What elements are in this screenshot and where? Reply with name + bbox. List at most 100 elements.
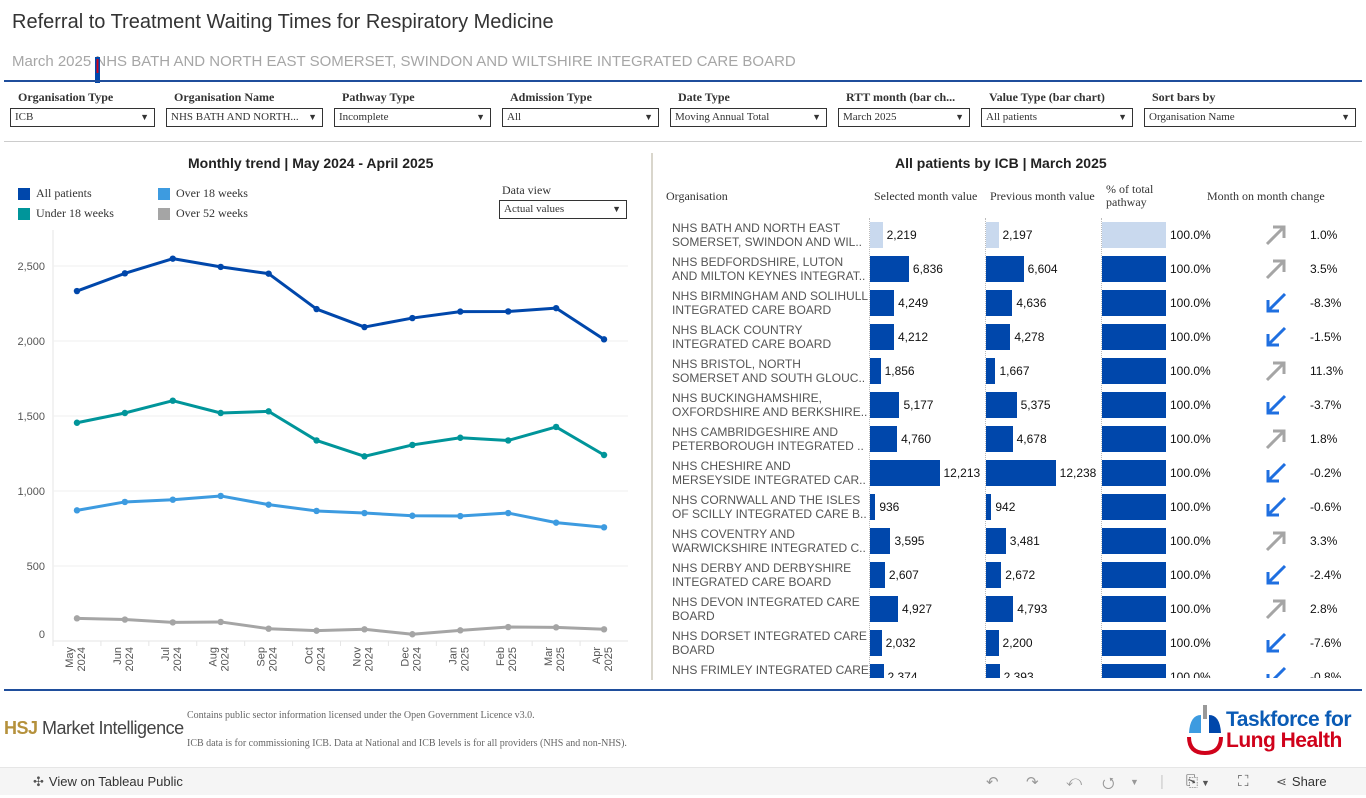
- data-point: [457, 627, 464, 634]
- previous-month-bar: [986, 630, 999, 656]
- date-type-dropdown[interactable]: Moving Annual Total ▼: [670, 108, 827, 127]
- legend-over-52-weeks[interactable]: Over 52 weeks: [158, 206, 248, 221]
- value-type-dropdown[interactable]: All patients ▼: [981, 108, 1133, 127]
- dropdown-value: All patients: [986, 111, 1038, 123]
- x-tick-label: Jun2024: [112, 647, 136, 671]
- pct-total-value: 100.0%: [1170, 466, 1211, 480]
- organisation-name: NHS DORSET INTEGRATED CARE BOARD: [672, 629, 867, 657]
- legend-all-patients[interactable]: All patients: [18, 186, 92, 201]
- previous-month-value: 2,200: [1002, 636, 1033, 650]
- previous-month-bar: [986, 562, 1002, 588]
- dropdown-arrow-icon: ▼: [476, 112, 485, 122]
- organisation-type-dropdown[interactable]: ICB ▼: [10, 108, 155, 127]
- filter-label: Organisation Type: [18, 90, 114, 104]
- previous-month-bar: [986, 222, 999, 248]
- undo-icon[interactable]: ↶: [986, 774, 999, 791]
- previous-month-value: 2,393: [1003, 670, 1034, 678]
- previous-month-bar: [986, 494, 992, 520]
- data-point: [265, 625, 272, 632]
- revert-icon[interactable]: ⤺: [1066, 773, 1083, 790]
- filter-admission-type: Admission Type All ▼: [502, 90, 659, 127]
- dropdown-arrow-icon: ▼: [955, 112, 964, 122]
- previous-month-bar: [986, 664, 1000, 678]
- refresh-icon[interactable]: ⭯: [1102, 775, 1115, 792]
- filter-organisation-type: Organisation Type ICB ▼: [10, 90, 155, 127]
- filter-label: Admission Type: [510, 90, 592, 104]
- filter-label: Date Type: [678, 90, 730, 104]
- pct-total-bar: [1102, 562, 1166, 588]
- table-row[interactable]: NHS DERBY AND DERBYSHIRE INTEGRATED CARE…: [660, 558, 1360, 592]
- fullscreen-icon[interactable]: ⛶: [1238, 773, 1249, 790]
- pct-total-bar: [1102, 392, 1166, 418]
- data-view-dropdown[interactable]: Actual values ▼: [499, 200, 627, 219]
- data-point: [457, 512, 464, 520]
- table-row[interactable]: NHS CORNWALL AND THE ISLES OF SCILLY INT…: [660, 490, 1360, 524]
- data-point: [457, 308, 464, 315]
- selected-month-value: 2,032: [885, 636, 916, 650]
- table-row[interactable]: NHS BATH AND NORTH EAST SOMERSET, SWINDO…: [660, 218, 1360, 252]
- table-row[interactable]: NHS BUCKINGHAMSHIRE, OXFORDSHIRE AND BER…: [660, 388, 1360, 422]
- table-row[interactable]: NHS CHESHIRE AND MERSEYSIDE INTEGRATED C…: [660, 456, 1360, 490]
- arrow-down-left-icon: [1263, 290, 1289, 316]
- previous-month-value: 1,667: [999, 364, 1030, 378]
- selected-month-bar: [870, 562, 885, 588]
- table-row[interactable]: NHS BLACK COUNTRY INTEGRATED CARE BOARD 4…: [660, 320, 1360, 354]
- pathway-type-dropdown[interactable]: Incomplete ▼: [334, 108, 491, 127]
- pct-total-bar: [1102, 460, 1166, 486]
- table-row[interactable]: NHS FRIMLEY INTEGRATED CARE 2,374 2,393 100…: [660, 660, 1360, 678]
- x-tick-label: Feb2025: [495, 647, 519, 671]
- selected-month-value: 4,249: [898, 296, 929, 310]
- pct-total-bar: [1102, 528, 1166, 554]
- table-row[interactable]: NHS BRISTOL, NORTH SOMERSET AND SOUTH GL…: [660, 354, 1360, 388]
- redo-icon[interactable]: ↷: [1026, 774, 1039, 791]
- month-change-value: 2.8%: [1310, 602, 1338, 616]
- data-point: [313, 305, 320, 313]
- table-row[interactable]: NHS CAMBRIDGESHIRE AND PETERBOROUGH INTE…: [660, 422, 1360, 456]
- organisation-name: NHS BATH AND NORTH EAST SOMERSET, SWINDO…: [672, 221, 863, 249]
- data-point: [409, 314, 416, 322]
- download-icon[interactable]: ⎘ ▼: [1186, 773, 1210, 790]
- previous-month-value: 942: [995, 500, 1016, 514]
- selected-month-bar: [870, 290, 895, 316]
- hsj-logo-text: Market Intelligence: [37, 718, 184, 738]
- selected-month-bar: [870, 630, 882, 656]
- arrow-down-left-icon: [1263, 630, 1289, 656]
- x-tick-label: Mar2025: [543, 647, 567, 672]
- page-title: Referral to Treatment Waiting Times for …: [12, 11, 554, 33]
- toolbar-separator: |: [1160, 773, 1164, 790]
- y-tick-label: 500: [27, 561, 45, 573]
- legend-under-18-weeks[interactable]: Under 18 weeks: [18, 206, 114, 221]
- organisation-name: NHS DEVON INTEGRATED CARE BOARD: [672, 595, 860, 623]
- pct-total-value: 100.0%: [1170, 262, 1211, 276]
- previous-month-value: 4,678: [1016, 432, 1047, 446]
- month-change-value: -0.6%: [1310, 500, 1342, 514]
- refresh-dropdown-icon[interactable]: ▼: [1130, 777, 1139, 787]
- pct-total-value: 100.0%: [1170, 568, 1211, 582]
- selected-month-value: 4,212: [897, 330, 928, 344]
- data-point: [313, 627, 320, 634]
- admission-type-dropdown[interactable]: All ▼: [502, 108, 659, 127]
- share-button[interactable]: ⋖ Share: [1276, 774, 1327, 790]
- table-row[interactable]: NHS DEVON INTEGRATED CARE BOARD 4,927 4,79…: [660, 592, 1360, 626]
- data-point: [409, 512, 416, 519]
- view-on-tableau-button[interactable]: ✣ View on Tableau Public: [33, 774, 183, 790]
- subtitle-organisation: NHS BATH AND NORTH EAST SOMERSET, SWINDO…: [95, 53, 796, 70]
- pct-total-value: 100.0%: [1170, 602, 1211, 616]
- rtt-month-dropdown[interactable]: March 2025 ▼: [838, 108, 970, 127]
- col-header-organisation: Organisation: [666, 189, 728, 203]
- icb-table-body[interactable]: NHS BATH AND NORTH EAST SOMERSET, SWINDO…: [660, 218, 1360, 678]
- x-tick-label: Oct2024: [304, 647, 328, 671]
- pct-total-value: 100.0%: [1170, 398, 1211, 412]
- table-row[interactable]: NHS BIRMINGHAM AND SOLIHULL INTEGRATED C…: [660, 286, 1360, 320]
- organisation-name-dropdown[interactable]: NHS BATH AND NORTH... ▼: [166, 108, 323, 127]
- sort-bars-dropdown[interactable]: Organisation Name ▼: [1144, 108, 1356, 127]
- data-point: [121, 616, 129, 623]
- table-row[interactable]: NHS BEDFORDSHIRE, LUTON AND MILTON KEYNE…: [660, 252, 1360, 286]
- previous-month-bar: [986, 460, 1056, 486]
- table-row[interactable]: NHS DORSET INTEGRATED CARE BOARD 2,032 2,2…: [660, 626, 1360, 660]
- data-point: [409, 631, 416, 638]
- dropdown-arrow-icon: ▼: [1341, 112, 1350, 122]
- data-point: [361, 453, 368, 460]
- legend-over-18-weeks[interactable]: Over 18 weeks: [158, 186, 248, 201]
- table-row[interactable]: NHS COVENTRY AND WARWICKSHIRE INTEGRATED…: [660, 524, 1360, 558]
